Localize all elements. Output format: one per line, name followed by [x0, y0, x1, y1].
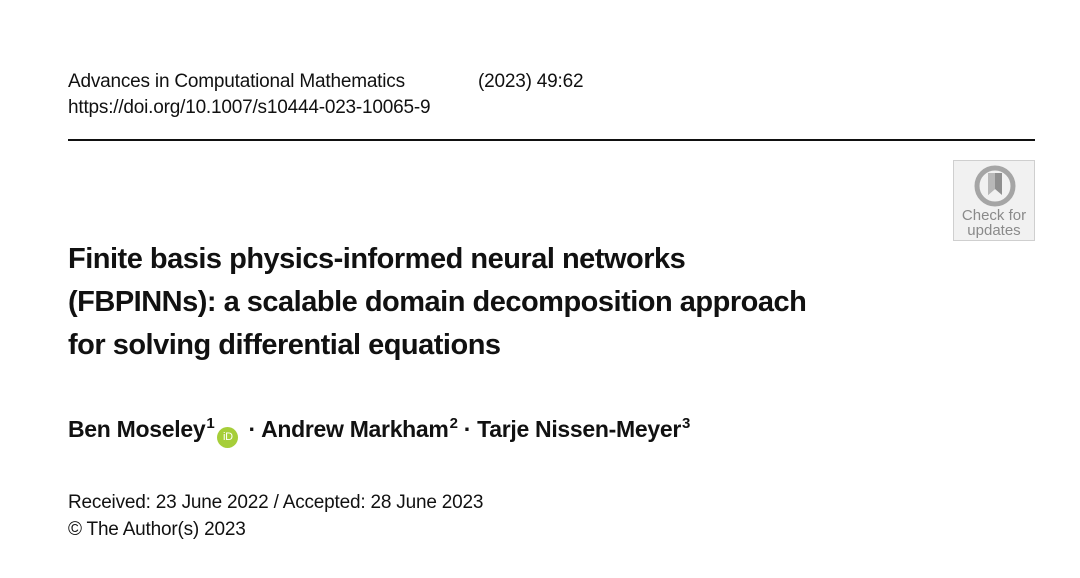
author-list: Ben Moseley1iD · Andrew Markham2 · Tarje… [68, 415, 690, 448]
author-name: Tarje Nissen-Meyer [477, 416, 681, 442]
title-line: (FBPINNs): a scalable domain decompositi… [68, 286, 807, 318]
affiliation-mark: 2 [449, 415, 458, 432]
volume-info: (2023) 49:62 [478, 71, 584, 92]
badge-line2: updates [967, 222, 1021, 239]
copyright: © The Author(s) 2023 [68, 519, 246, 540]
affiliation-mark: 1 [206, 415, 215, 432]
paper-title: Finite basis physics-informed neural net… [68, 238, 807, 367]
orcid-icon[interactable]: iD [217, 427, 239, 448]
title-line: for solving differential equations [68, 329, 501, 361]
affiliation-mark: 3 [682, 415, 691, 432]
author-name: Ben Moseley [68, 416, 206, 442]
header-rule [68, 139, 1035, 141]
journal-name: Advances in Computational Mathematics [68, 71, 405, 92]
separator: · [248, 416, 256, 442]
separator: · [463, 416, 472, 442]
author-name: Andrew Markham [261, 416, 449, 442]
crossmark-icon [974, 165, 1016, 207]
check-for-updates-badge[interactable]: Check for updates [953, 160, 1035, 241]
doi-link[interactable]: https://doi.org/10.1007/s10444-023-10065… [68, 97, 431, 118]
title-line: Finite basis physics-informed neural net… [68, 243, 686, 275]
received-accepted-dates: Received: 23 June 2022 / Accepted: 28 Ju… [68, 492, 484, 513]
badge-line1: Check for [961, 207, 1027, 224]
